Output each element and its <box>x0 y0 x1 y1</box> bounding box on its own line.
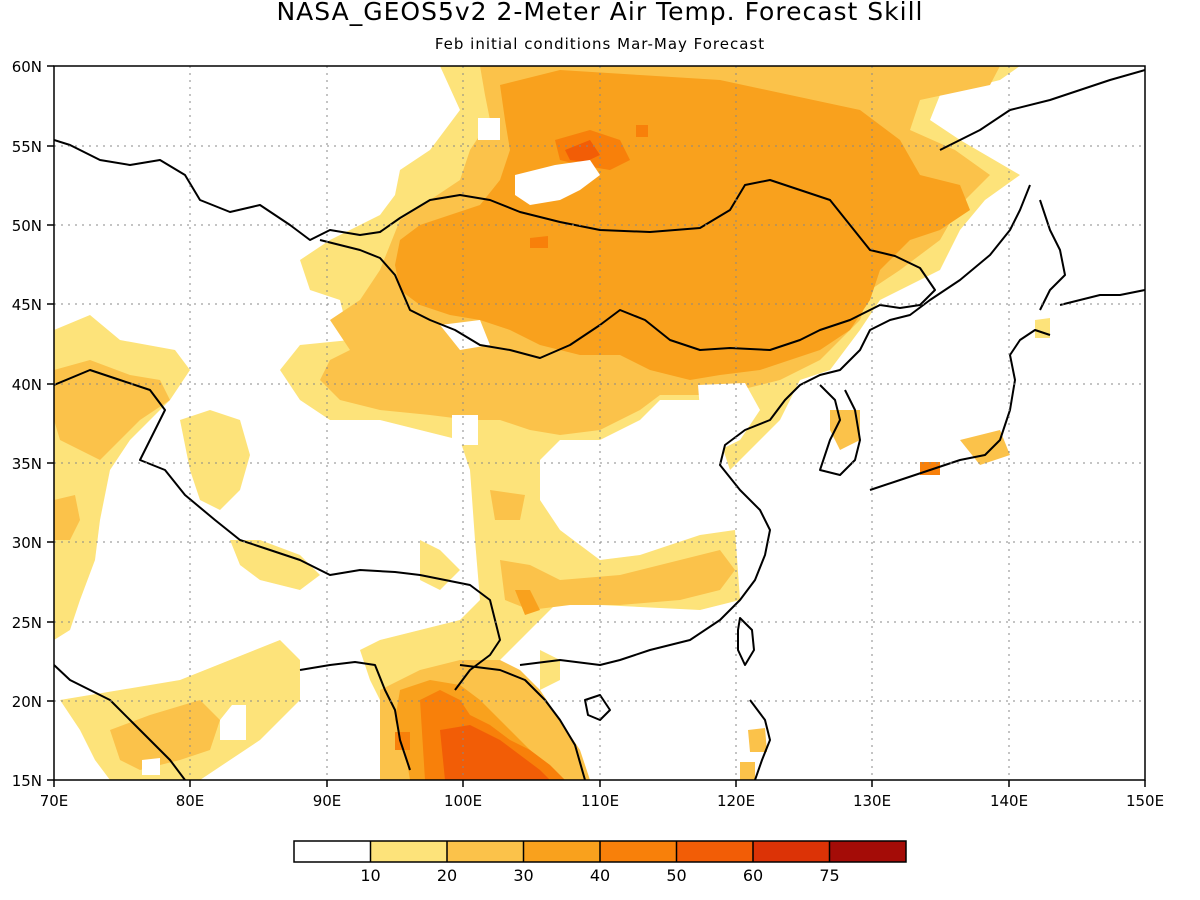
lat-label: 20N <box>12 693 42 711</box>
colorbar-swatch <box>447 841 524 862</box>
lon-label: 110E <box>581 792 619 810</box>
colorbar-swatch <box>676 841 753 862</box>
lon-label: 130E <box>853 792 891 810</box>
colorbar-label: 40 <box>590 866 610 885</box>
colorbar-label: 20 <box>437 866 457 885</box>
colorbar-swatch <box>753 841 830 862</box>
colorbar-label: 10 <box>360 866 380 885</box>
lon-label: 70E <box>40 792 69 810</box>
lon-label: 80E <box>176 792 205 810</box>
colorbar-swatch <box>294 841 371 862</box>
lat-label: 40N <box>12 376 42 394</box>
lon-label: 100E <box>444 792 482 810</box>
lat-label: 50N <box>12 217 42 235</box>
colorbar-swatch <box>829 841 906 862</box>
lat-label: 45N <box>12 296 42 314</box>
lat-label: 35N <box>12 455 42 473</box>
lat-label: 30N <box>12 534 42 552</box>
lat-label: 60N <box>12 58 42 76</box>
colorbar-swatch <box>370 841 447 862</box>
lat-label: 25N <box>12 614 42 632</box>
colorbar-swatch <box>523 841 600 862</box>
map-subtitle: Feb initial conditions Mar-May Forecast <box>434 35 766 53</box>
map-title: NASA_GEOS5v2 2-Meter Air Temp. Forecast … <box>276 0 924 26</box>
colorbar: 10 20 30 40 50 60 75 <box>293 840 907 885</box>
lat-label: 55N <box>12 138 42 156</box>
colorbar-label: 30 <box>513 866 533 885</box>
lon-label: 140E <box>990 792 1028 810</box>
lon-label: 90E <box>313 792 342 810</box>
colorbar-label: 60 <box>743 866 763 885</box>
grid <box>54 66 1145 780</box>
skill-shading <box>54 66 1050 780</box>
colorbar-label: 75 <box>819 866 839 885</box>
lon-label: 150E <box>1126 792 1164 810</box>
lat-label: 15N <box>12 772 42 790</box>
lon-label: 120E <box>717 792 755 810</box>
colorbar-swatch <box>600 841 677 862</box>
colorbar-label: 50 <box>666 866 686 885</box>
